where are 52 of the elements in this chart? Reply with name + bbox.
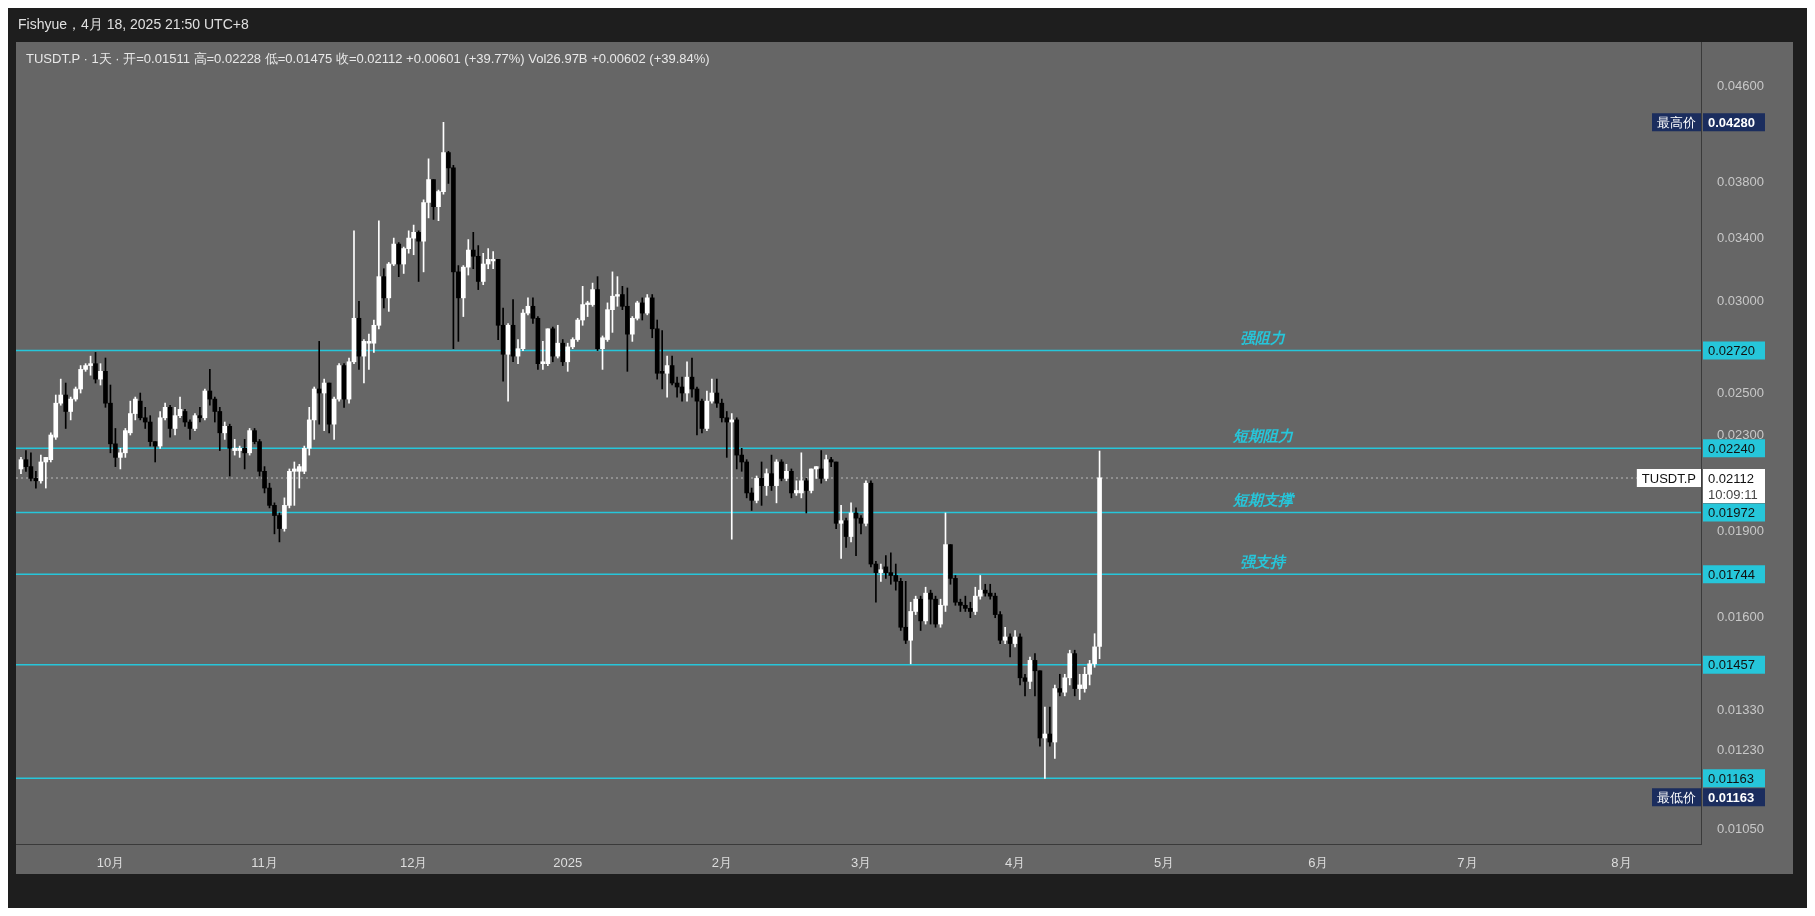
y-tick-label: 0.02300 bbox=[1717, 426, 1764, 442]
x-tick-label: 7月 bbox=[1457, 854, 1478, 870]
text: TUSDT.P · 1天 · 开=0.01511 高=0.02228 低=0.01475 收=0.02112 +0.00601 (+39.77%) Vol26.97B +0.00602 (+39.84%) bbox=[26, 50, 710, 66]
y-tick-label: 0.04600 bbox=[1717, 77, 1764, 93]
x-tick-label: 10月 bbox=[96, 854, 125, 870]
x-tick-label: 12月 bbox=[399, 854, 428, 870]
candlestick bbox=[838, 505, 844, 559]
x-tick-label: 6月 bbox=[1308, 854, 1329, 870]
ref-line-label: 强阻力 bbox=[1240, 328, 1287, 347]
y-tick-label: 0.03800 bbox=[1717, 173, 1764, 189]
annotation: 最低价 bbox=[1657, 789, 1696, 805]
x-tick-label: 2月 bbox=[711, 854, 732, 870]
y-tick-label: 0.01600 bbox=[1717, 609, 1764, 625]
text: 0.02112 bbox=[1708, 470, 1755, 486]
y-tick-label: 0.01230 bbox=[1717, 741, 1764, 757]
text: 0.01163 bbox=[1708, 789, 1755, 805]
candlestick bbox=[1057, 673, 1063, 697]
x-tick-label: 2025 bbox=[553, 854, 583, 870]
candlestick bbox=[197, 406, 203, 423]
x-tick-label: 4月 bbox=[1004, 854, 1026, 870]
candlestick bbox=[659, 330, 665, 390]
ref-line-label: 强支持 bbox=[1240, 552, 1288, 571]
y-tick-label: 0.03400 bbox=[1717, 229, 1764, 245]
x-tick-label: 8月 bbox=[1611, 854, 1632, 870]
chart-title: Fishyue，4月 18, 2025 21:50 UTC+8 bbox=[18, 15, 249, 32]
annotation: 最高价 bbox=[1657, 114, 1696, 130]
y-tick-label: 0.03000 bbox=[1717, 292, 1764, 308]
ref-line-label: 短期阻力 bbox=[1231, 426, 1294, 445]
candlestick bbox=[232, 439, 238, 456]
text: 0.01457 bbox=[1708, 657, 1755, 673]
candlestick bbox=[1077, 673, 1083, 700]
text: 0.02240 bbox=[1708, 440, 1755, 456]
y-tick-label: 0.01330 bbox=[1717, 702, 1764, 718]
text: 10:09:11 bbox=[1708, 486, 1758, 502]
candlestick bbox=[316, 341, 322, 425]
text: 0.02720 bbox=[1708, 343, 1755, 359]
text: 0.01163 bbox=[1708, 770, 1755, 786]
y-tick-label: 0.02500 bbox=[1717, 384, 1764, 400]
x-tick-label: 5月 bbox=[1154, 854, 1175, 870]
text: 0.04280 bbox=[1708, 114, 1755, 130]
annotation: TUSDT.P bbox=[1641, 470, 1696, 486]
text: 0.01744 bbox=[1708, 566, 1755, 582]
x-tick-label: 11月 bbox=[251, 854, 278, 870]
y-tick-label: 0.01050 bbox=[1717, 821, 1764, 837]
candlestick bbox=[664, 355, 670, 398]
text: 0.01972 bbox=[1708, 505, 1755, 521]
x-tick-label: 3月 bbox=[850, 854, 872, 870]
y-tick-label: 0.01900 bbox=[1717, 522, 1764, 538]
candlestick bbox=[878, 563, 884, 582]
ref-line-label: 短期支撑 bbox=[1231, 490, 1296, 509]
candlestick bbox=[888, 552, 894, 585]
candlestick bbox=[321, 378, 327, 431]
